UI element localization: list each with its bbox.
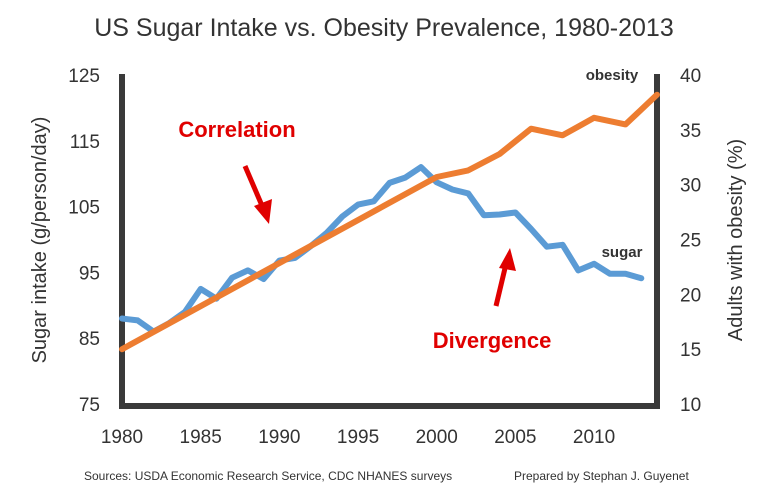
chart-title: US Sugar Intake vs. Obesity Prevalence, … — [94, 14, 674, 42]
obesity-series-line — [119, 91, 660, 353]
y-right-tick-label: 30 — [680, 176, 701, 197]
y-right-tick-label: 10 — [680, 395, 701, 416]
y-left-axis-label: Sugar intake (g/person/day) — [29, 117, 51, 364]
y-left-tick-label: 105 — [68, 198, 100, 219]
x-tick-label: 1995 — [337, 427, 379, 448]
x-tick-label: 1980 — [101, 427, 143, 448]
y-left-tick-label: 85 — [79, 329, 100, 350]
x-tick-label: 1990 — [258, 427, 300, 448]
correlation-arrow — [242, 165, 272, 224]
y-right-tick-label: 40 — [680, 66, 701, 87]
divergence-annotation: Divergence — [433, 328, 552, 353]
credit-note: Prepared by Stephan J. Guyenet — [514, 469, 689, 483]
y-left-tick-label: 115 — [70, 132, 100, 153]
x-tick-label: 1985 — [180, 427, 222, 448]
y-right-axis-label: Adults with obesity (%) — [725, 139, 747, 341]
sources-note: Sources: USDA Economic Research Service,… — [84, 469, 452, 483]
y-right-tick-label: 15 — [680, 340, 701, 361]
y-left-tick-label: 75 — [79, 395, 100, 416]
correlation-annotation: Correlation — [178, 117, 295, 142]
y-right-tick-label: 25 — [680, 231, 701, 252]
y-left-tick-label: 125 — [68, 66, 100, 87]
x-tick-label: 2010 — [573, 427, 615, 448]
y-right-tick-label: 20 — [680, 285, 701, 306]
sugar-series-line — [119, 164, 645, 335]
y-left-tick-label: 95 — [79, 263, 100, 284]
divergence-arrow — [493, 248, 516, 307]
obesity-series-label: obesity — [586, 67, 639, 84]
x-tick-label: 2000 — [416, 427, 458, 448]
y-right-tick-label: 35 — [680, 121, 701, 142]
series-lines — [119, 91, 660, 353]
sugar-series-label: sugar — [602, 244, 643, 261]
x-tick-label: 2005 — [494, 427, 536, 448]
tick-labels: 1980 1985 1990 1995 2000 2005 2010758595105115… — [68, 66, 701, 448]
